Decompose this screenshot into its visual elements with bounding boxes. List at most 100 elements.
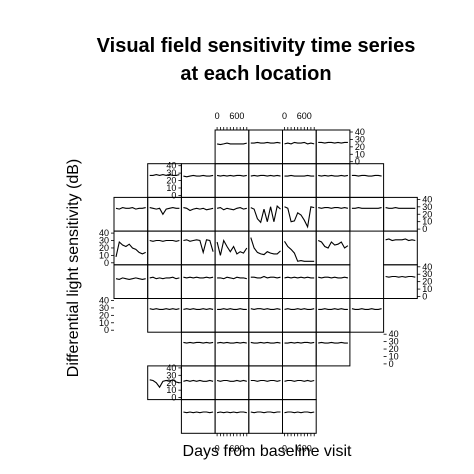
chart-title-line-1: Visual field sensitivity time series bbox=[97, 35, 416, 57]
panel-frame-r3-c7 bbox=[349, 196, 385, 232]
series-line-r7-c4 bbox=[250, 341, 281, 344]
series-line-r6-c7 bbox=[351, 308, 382, 310]
panel-frame-r4-c8 bbox=[383, 230, 418, 266]
series-line-r3-c2 bbox=[183, 207, 214, 212]
x-tick-label-3-0: 0 bbox=[282, 443, 287, 453]
series-line-r8-c2 bbox=[183, 379, 214, 382]
y-tick-label-0-0: 0 bbox=[355, 157, 360, 167]
series-line-r8-c4 bbox=[250, 379, 281, 382]
panel-frame-r3-c8 bbox=[383, 196, 418, 232]
panel-frame-r6-c2 bbox=[180, 298, 216, 333]
y-tick-label-3-4: 40 bbox=[99, 228, 109, 238]
panel-frame-r6-c5 bbox=[282, 298, 317, 333]
series-line-r8-c3 bbox=[216, 379, 247, 382]
series-line-r6-c3 bbox=[217, 308, 247, 310]
series-line-r4-c4 bbox=[250, 237, 281, 256]
series-line-r4-c1 bbox=[149, 239, 180, 242]
panels-group: 0102030400102030400102030400102030400102… bbox=[99, 111, 432, 453]
series-line-r5-c8 bbox=[385, 275, 416, 278]
y-tick-label-2-2: 20 bbox=[422, 209, 432, 219]
panel-frame-r3-c6 bbox=[315, 196, 351, 232]
panel-frame-r4-c3 bbox=[214, 230, 250, 266]
panel-frame-r5-c0 bbox=[113, 264, 149, 299]
x-tick-label-1-0: 0 bbox=[282, 111, 287, 121]
series-line-r8-c5 bbox=[284, 379, 315, 382]
y-tick-label-1-3: 30 bbox=[166, 168, 176, 178]
panel-frame-r2-c6 bbox=[315, 163, 351, 198]
y-tick-label-2-3: 30 bbox=[422, 202, 432, 212]
y-tick-label-0-3: 30 bbox=[355, 134, 365, 144]
y-tick-label-6-3: 30 bbox=[389, 337, 399, 347]
series-line-r2-c4 bbox=[250, 174, 281, 177]
y-tick-label-6-0: 0 bbox=[389, 359, 394, 369]
panel-frame-r4-c2 bbox=[180, 230, 216, 266]
series-line-r9-c5 bbox=[284, 411, 315, 414]
panel-frame-r6-c6 bbox=[315, 298, 351, 333]
panel-frame-r9-c5 bbox=[282, 399, 317, 434]
series-line-r4-c5 bbox=[284, 241, 315, 262]
x-tick-label-2-0: 0 bbox=[215, 443, 220, 453]
series-line-r5-c4 bbox=[250, 275, 281, 279]
series-line-r7-c5 bbox=[284, 341, 315, 344]
y-tick-label-4-1: 10 bbox=[422, 284, 432, 294]
panel-frame-r2-c4 bbox=[248, 163, 284, 198]
series-line-r5-c1 bbox=[149, 276, 180, 280]
panel-frame-r2-c5 bbox=[282, 163, 317, 198]
y-tick-label-6-2: 20 bbox=[389, 344, 399, 354]
series-line-r4-c0 bbox=[115, 240, 146, 258]
panel-frame-r6-c4 bbox=[248, 298, 284, 333]
panel-frame-r6-c1 bbox=[147, 298, 182, 333]
y-tick-label-4-2: 20 bbox=[422, 277, 432, 287]
y-tick-label-5-2: 20 bbox=[99, 310, 109, 320]
series-line-r2-c6 bbox=[318, 174, 349, 177]
panel-frame-r8-c5 bbox=[282, 365, 317, 401]
y-tick-label-7-0: 0 bbox=[171, 393, 176, 403]
panel-frame-r9-c3 bbox=[214, 399, 250, 434]
x-tick-label-0-1: 600 bbox=[229, 111, 244, 121]
y-tick-label-1-2: 20 bbox=[166, 176, 176, 186]
panel-frame-r5-c2 bbox=[180, 264, 216, 299]
series-line-r4-c6 bbox=[317, 239, 349, 249]
series-line-r1-c6 bbox=[318, 141, 348, 144]
y-tick-label-5-1: 10 bbox=[99, 318, 109, 328]
series-line-r1-c3 bbox=[216, 142, 247, 146]
series-line-r7-c3 bbox=[216, 341, 247, 344]
panel-frame-r3-c1 bbox=[147, 196, 182, 232]
panel-frame-r5-c6 bbox=[315, 264, 351, 299]
y-tick-label-2-1: 10 bbox=[422, 217, 432, 227]
panel-frame-r3-c2 bbox=[180, 196, 216, 232]
series-line-r5-c3 bbox=[217, 276, 247, 280]
y-tick-label-7-3: 30 bbox=[166, 370, 176, 380]
x-tick-label-1-1: 600 bbox=[297, 111, 312, 121]
y-tick-label-5-4: 40 bbox=[99, 296, 109, 306]
panel-frame-r5-c4 bbox=[248, 264, 284, 299]
panel-frame-r5-c5 bbox=[282, 264, 317, 299]
y-tick-label-2-0: 0 bbox=[422, 224, 427, 234]
y-tick-label-7-4: 40 bbox=[166, 363, 176, 373]
y-tick-label-4-4: 40 bbox=[422, 262, 432, 272]
series-line-r3-c5 bbox=[284, 206, 315, 229]
y-tick-label-0-1: 10 bbox=[355, 149, 365, 159]
series-line-r2-c7 bbox=[351, 174, 382, 177]
panel-frame-r9-c4 bbox=[248, 399, 284, 434]
y-tick-label-6-4: 40 bbox=[389, 329, 399, 339]
series-line-r6-c1 bbox=[149, 308, 180, 310]
panel-frame-r6-c7 bbox=[349, 298, 385, 333]
panel-frame-r4-c1 bbox=[147, 230, 182, 266]
series-line-r7-c2 bbox=[183, 341, 214, 344]
y-tick-label-1-0: 0 bbox=[171, 190, 176, 200]
series-line-r3-c1 bbox=[149, 207, 180, 216]
y-tick-label-7-2: 20 bbox=[166, 378, 176, 388]
panel-frame-r7-c5 bbox=[282, 331, 317, 367]
series-line-r3-c3 bbox=[216, 207, 247, 211]
panel-frame-r7-c4 bbox=[248, 331, 284, 367]
y-tick-label-1-1: 10 bbox=[166, 183, 176, 193]
y-tick-label-5-3: 30 bbox=[99, 303, 109, 313]
series-line-r3-c7 bbox=[351, 207, 382, 209]
x-tick-label-3-1: 600 bbox=[297, 443, 312, 453]
panel-frame-r1-c3 bbox=[214, 129, 250, 165]
y-tick-label-0-4: 40 bbox=[355, 127, 365, 137]
series-line-r2-c3 bbox=[216, 174, 247, 177]
panel-frame-r9-c2 bbox=[180, 399, 216, 434]
